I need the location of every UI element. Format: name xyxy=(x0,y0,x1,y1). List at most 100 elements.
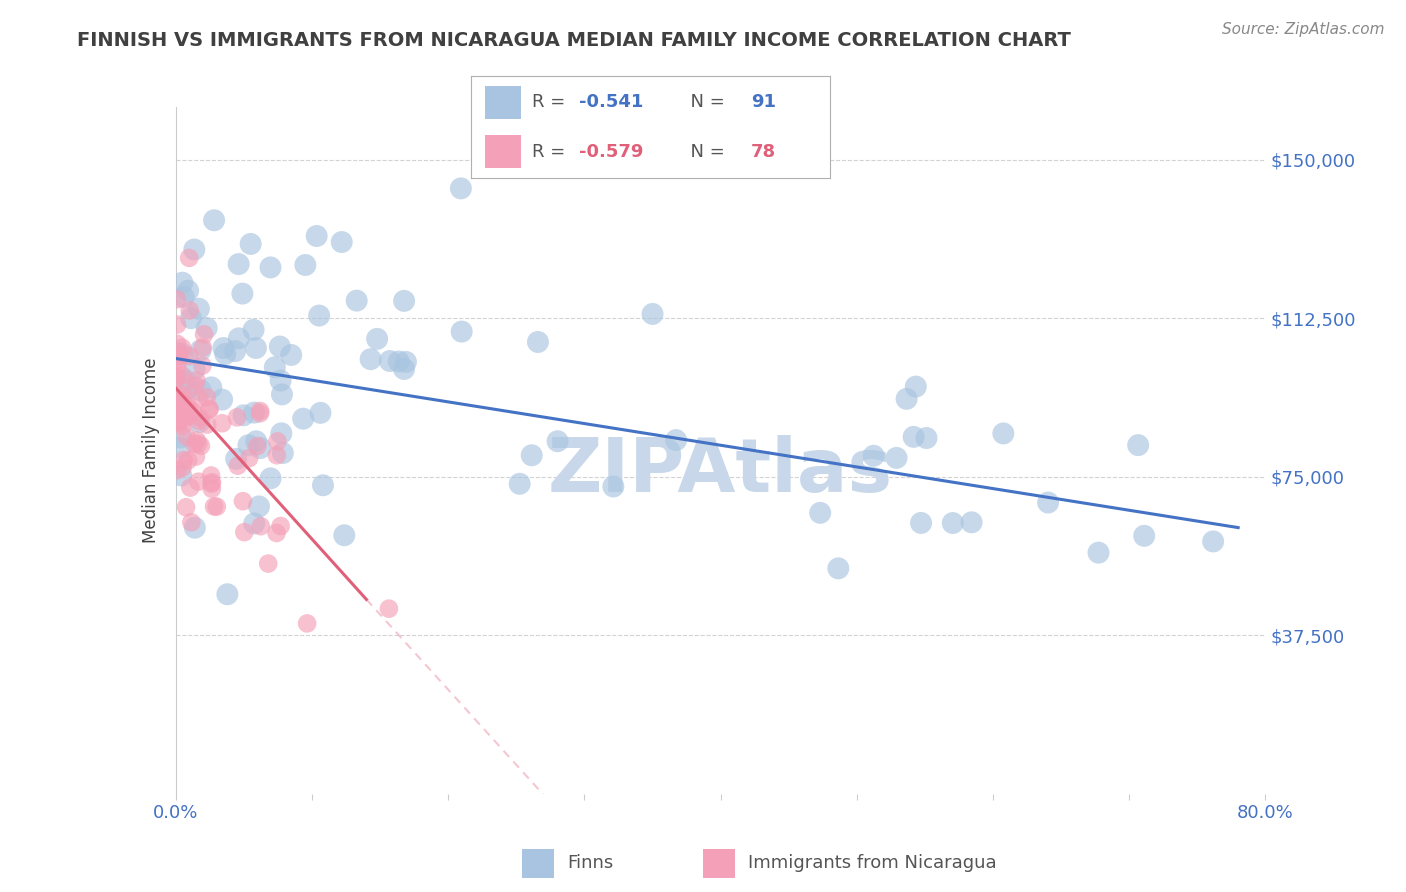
Point xyxy=(190,439,212,453)
Point xyxy=(246,439,269,453)
Point xyxy=(184,521,207,535)
Point xyxy=(172,347,194,361)
Point xyxy=(808,506,831,520)
Point xyxy=(330,235,353,249)
Point xyxy=(176,397,198,411)
Point xyxy=(172,276,194,290)
Point xyxy=(993,426,1015,441)
Text: 78: 78 xyxy=(751,143,776,161)
Point xyxy=(202,500,225,514)
Point xyxy=(266,448,288,462)
Point xyxy=(665,433,688,447)
Point xyxy=(378,601,401,615)
Point xyxy=(308,309,330,323)
Point xyxy=(266,526,288,541)
Point xyxy=(827,561,849,575)
Point xyxy=(392,293,415,308)
Point xyxy=(292,411,315,425)
Point xyxy=(191,359,214,373)
Point xyxy=(862,449,884,463)
Point xyxy=(173,373,195,387)
Point xyxy=(170,413,193,427)
Point xyxy=(915,431,938,445)
Point xyxy=(179,481,201,495)
Text: R =: R = xyxy=(531,143,571,161)
Text: N =: N = xyxy=(679,143,731,161)
Point xyxy=(170,341,193,355)
Point xyxy=(245,434,267,449)
Point xyxy=(249,406,271,420)
Point xyxy=(294,258,316,272)
FancyBboxPatch shape xyxy=(522,849,554,878)
Point xyxy=(172,393,194,408)
Point xyxy=(198,401,221,416)
Point xyxy=(188,392,211,406)
Point xyxy=(346,293,368,308)
Point xyxy=(190,384,212,398)
Point xyxy=(360,352,382,367)
Text: -0.579: -0.579 xyxy=(579,143,643,161)
Point xyxy=(910,516,932,530)
Point xyxy=(225,451,247,466)
Text: ZIPAtlas: ZIPAtlas xyxy=(548,434,893,508)
Point xyxy=(212,341,235,355)
Point xyxy=(187,475,209,489)
Point xyxy=(226,458,249,473)
Point xyxy=(184,378,207,392)
Point xyxy=(166,318,188,332)
Point xyxy=(243,516,266,531)
Point xyxy=(172,419,194,434)
Point xyxy=(179,251,201,265)
Point xyxy=(173,453,195,467)
Point xyxy=(271,446,294,460)
Point xyxy=(280,348,302,362)
Point xyxy=(378,354,401,368)
Point xyxy=(242,323,264,337)
Point xyxy=(942,516,965,530)
Point xyxy=(166,353,188,368)
Point xyxy=(172,460,194,475)
Point xyxy=(450,325,472,339)
Point xyxy=(200,468,222,483)
Point xyxy=(170,388,193,402)
Point xyxy=(527,334,550,349)
Point xyxy=(166,416,188,430)
Point xyxy=(392,362,415,376)
Point xyxy=(547,434,569,449)
Point xyxy=(177,402,200,417)
Point xyxy=(309,406,332,420)
Point xyxy=(450,181,472,195)
Point xyxy=(187,414,209,428)
Point xyxy=(179,409,201,423)
Point xyxy=(195,417,218,432)
Point xyxy=(247,500,270,514)
Point xyxy=(886,450,908,465)
Point xyxy=(180,311,202,326)
Point xyxy=(169,441,191,455)
Text: 91: 91 xyxy=(751,94,776,112)
Text: FINNISH VS IMMIGRANTS FROM NICARAGUA MEDIAN FAMILY INCOME CORRELATION CHART: FINNISH VS IMMIGRANTS FROM NICARAGUA MED… xyxy=(77,31,1071,50)
Point xyxy=(509,476,531,491)
Point xyxy=(169,347,191,361)
Point xyxy=(231,286,253,301)
FancyBboxPatch shape xyxy=(485,136,522,168)
Point xyxy=(312,478,335,492)
Point xyxy=(193,327,215,342)
Point xyxy=(243,406,266,420)
Point xyxy=(388,354,411,368)
Point xyxy=(184,450,207,464)
Point xyxy=(174,500,197,515)
Point xyxy=(166,346,188,360)
Point xyxy=(179,349,201,363)
Point xyxy=(228,331,250,345)
Point xyxy=(520,448,543,462)
Point xyxy=(167,416,190,430)
Point xyxy=(201,475,224,490)
Point xyxy=(270,426,292,441)
Point xyxy=(245,341,267,355)
Point xyxy=(179,303,201,318)
Point xyxy=(186,434,208,448)
Point xyxy=(166,358,188,372)
Point xyxy=(602,479,624,493)
Point xyxy=(177,284,200,298)
